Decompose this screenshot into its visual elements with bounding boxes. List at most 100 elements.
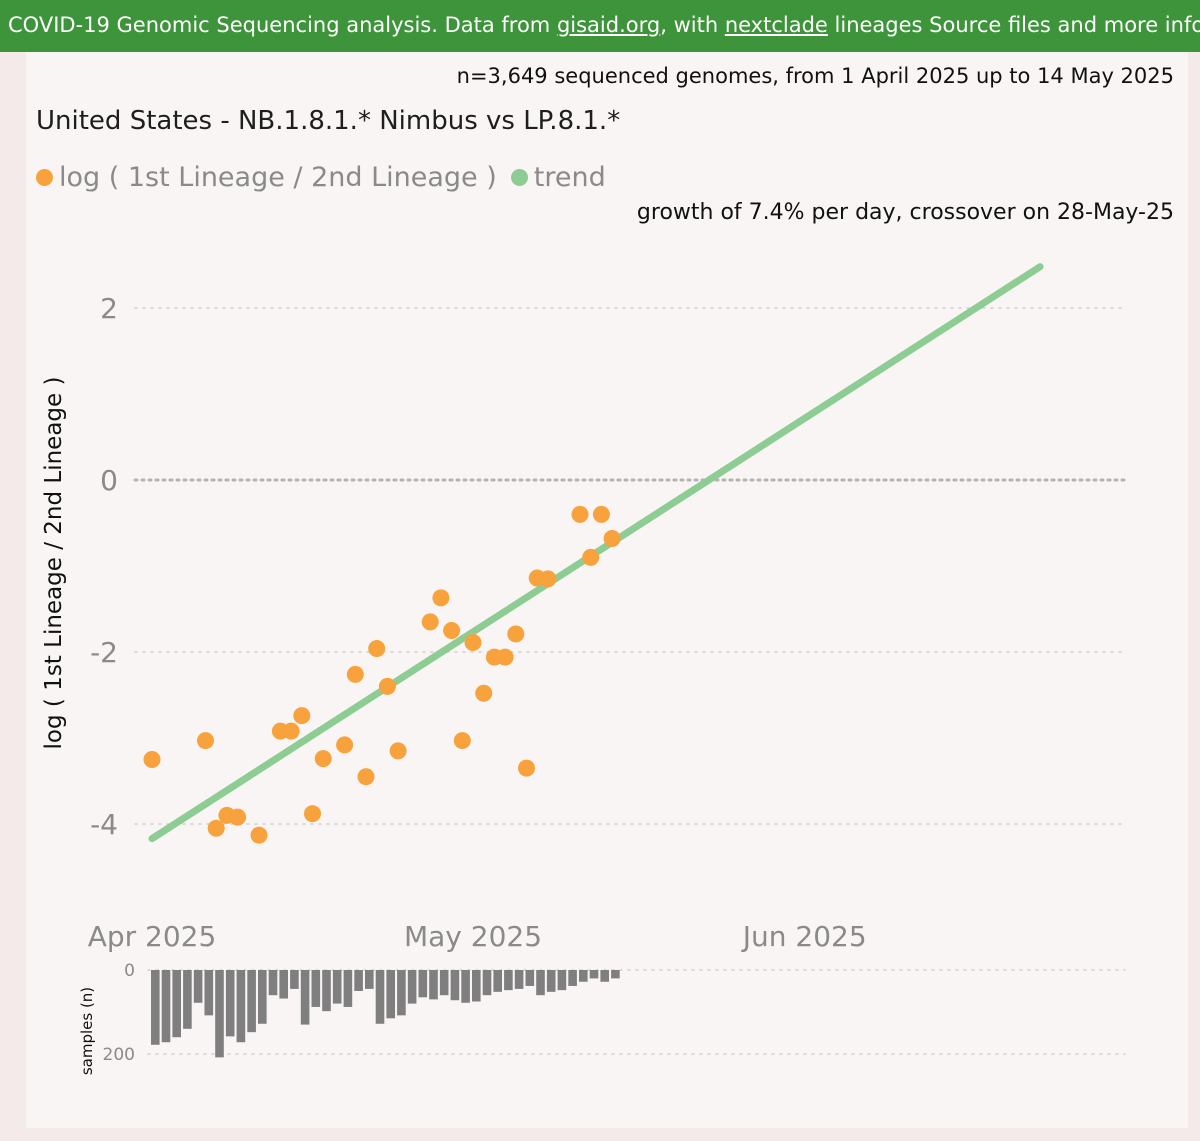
- sample-bar[interactable]: [279, 970, 288, 999]
- legend-marker-orange: [36, 169, 53, 186]
- bar-y-tick-label: 200: [103, 1045, 135, 1065]
- x-tick-label: May 2025: [404, 920, 542, 953]
- nextclade-link[interactable]: nextclade: [724, 13, 828, 37]
- data-point[interactable]: [368, 640, 386, 658]
- sample-bar[interactable]: [600, 970, 609, 982]
- data-point[interactable]: [518, 759, 535, 777]
- data-point[interactable]: [357, 768, 375, 786]
- data-point[interactable]: [507, 625, 525, 643]
- sample-bar[interactable]: [450, 970, 460, 1001]
- y-tick-label: -4: [90, 808, 118, 841]
- bar-y-tick-label: 0: [124, 961, 135, 981]
- legend-label-trend: trend: [533, 162, 606, 193]
- y-axis-label: log ( 1st Lineage / 2nd Lineage ): [41, 377, 67, 750]
- sample-bar[interactable]: [589, 970, 599, 979]
- data-point[interactable]: [293, 707, 311, 725]
- sample-bar[interactable]: [322, 970, 331, 1012]
- sample-bar[interactable]: [472, 970, 481, 1002]
- sample-bar[interactable]: [183, 970, 192, 1029]
- sample-bar[interactable]: [386, 970, 395, 1019]
- sample-bar[interactable]: [311, 970, 321, 1007]
- sample-bar[interactable]: [258, 970, 267, 1024]
- sample-bar[interactable]: [204, 970, 214, 1016]
- growth-annotation: growth of 7.4% per day, crossover on 28-…: [636, 200, 1174, 225]
- data-point[interactable]: [603, 529, 621, 547]
- sample-bar[interactable]: [546, 970, 556, 992]
- main-x-ticks: Apr 2025 May 2025 Jun 2025: [88, 920, 867, 953]
- sample-bar[interactable]: [247, 970, 256, 1033]
- data-point[interactable]: [432, 589, 450, 607]
- data-point[interactable]: [250, 826, 268, 844]
- legend-item-log-ratio[interactable]: log ( 1st Lineage / 2nd Lineage ): [36, 162, 497, 193]
- sample-bar[interactable]: [268, 970, 278, 996]
- legend-item-trend[interactable]: trend: [510, 162, 606, 193]
- sample-bar[interactable]: [557, 970, 567, 991]
- data-point[interactable]: [453, 732, 471, 750]
- sample-bar[interactable]: [332, 970, 342, 1004]
- banner-text-3: lineages Source files and more info on: [834, 13, 1200, 37]
- sample-bar[interactable]: [161, 970, 171, 1043]
- sample-bar[interactable]: [407, 970, 417, 1004]
- sample-bar[interactable]: [397, 970, 406, 1016]
- sample-bar[interactable]: [365, 970, 374, 989]
- sample-bar[interactable]: [536, 970, 545, 996]
- sample-bar[interactable]: [461, 970, 470, 1003]
- data-point[interactable]: [336, 736, 354, 754]
- sample-bars: [151, 970, 620, 1058]
- bar-gridlines: [147, 969, 1126, 1055]
- data-point[interactable]: [592, 505, 610, 523]
- sample-bar[interactable]: [225, 970, 235, 1037]
- data-point[interactable]: [496, 648, 514, 666]
- sample-bar[interactable]: [375, 970, 385, 1024]
- data-point[interactable]: [197, 732, 214, 750]
- legend: log ( 1st Lineage / 2nd Lineage ) trend: [36, 162, 620, 193]
- legend-marker-green: [510, 169, 528, 186]
- sample-bar[interactable]: [236, 970, 246, 1043]
- data-point[interactable]: [571, 505, 589, 523]
- data-point[interactable]: [421, 613, 439, 631]
- sample-bar[interactable]: [504, 970, 513, 991]
- y-tick-label: 2: [100, 292, 118, 325]
- x-tick-label: Jun 2025: [741, 920, 867, 953]
- sample-bar[interactable]: [579, 970, 588, 982]
- data-point[interactable]: [143, 751, 161, 768]
- sample-bar[interactable]: [151, 970, 160, 1045]
- sample-bar[interactable]: [215, 970, 224, 1058]
- data-point[interactable]: [443, 622, 461, 639]
- sample-bar[interactable]: [482, 970, 492, 996]
- sample-bar[interactable]: [300, 970, 310, 1025]
- data-point[interactable]: [229, 808, 247, 826]
- sample-bar[interactable]: [429, 970, 438, 1000]
- data-point[interactable]: [539, 570, 557, 588]
- banner-text: COVID-19 Genomic Sequencing analysis. Da…: [8, 13, 557, 37]
- data-point[interactable]: [378, 677, 396, 695]
- y-tick-label: 0: [100, 464, 118, 497]
- sample-bar[interactable]: [611, 970, 620, 979]
- data-point[interactable]: [304, 805, 321, 823]
- data-point[interactable]: [582, 548, 600, 566]
- sample-bar[interactable]: [343, 970, 353, 1007]
- data-point[interactable]: [346, 665, 364, 683]
- sample-bar[interactable]: [493, 970, 502, 992]
- sample-bar[interactable]: [568, 970, 577, 986]
- data-point[interactable]: [389, 742, 407, 760]
- sample-bar[interactable]: [193, 970, 203, 1003]
- sample-bar[interactable]: [290, 970, 299, 989]
- sample-bar[interactable]: [354, 970, 363, 991]
- sample-bar[interactable]: [514, 970, 524, 989]
- data-point[interactable]: [464, 634, 482, 652]
- main-y-ticks: -4 -2 0 2: [90, 292, 118, 841]
- chart-panel: [26, 52, 1188, 1128]
- data-point[interactable]: [207, 819, 225, 837]
- sample-bar[interactable]: [525, 970, 535, 986]
- gisaid-link[interactable]: gisaid.org: [556, 13, 661, 37]
- header-banner: COVID-19 Genomic Sequencing analysis. Da…: [0, 0, 1200, 52]
- x-tick-label: Apr 2025: [88, 920, 217, 953]
- data-point[interactable]: [314, 750, 332, 768]
- sample-bar[interactable]: [418, 970, 428, 998]
- sample-bar[interactable]: [172, 970, 181, 1038]
- data-point[interactable]: [282, 722, 300, 740]
- sample-bar[interactable]: [439, 970, 449, 996]
- data-point[interactable]: [475, 684, 493, 702]
